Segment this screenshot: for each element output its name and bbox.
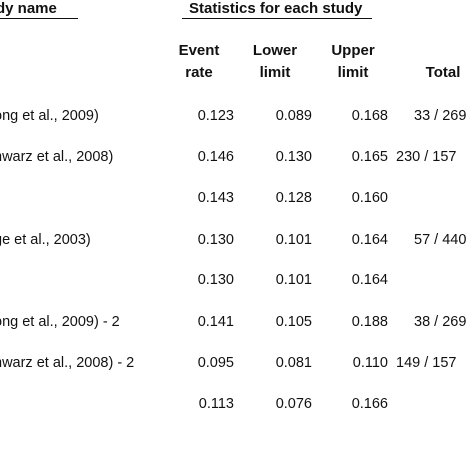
row-7-event-rate: 0.113 xyxy=(198,396,234,412)
row-6-event-rate: 0.095 xyxy=(197,355,234,371)
col-total: Total xyxy=(425,64,461,81)
row-3-event-rate: 0.130 xyxy=(197,232,234,248)
row-5-lower: 0.105 xyxy=(275,314,312,330)
row-2-upper: 0.160 xyxy=(351,190,388,206)
study-name-header: dy name xyxy=(0,0,57,17)
col-event-rate: Event rate xyxy=(159,40,239,84)
col-upper-limit-line2: limit xyxy=(337,64,369,81)
row-4-upper: 0.164 xyxy=(351,272,388,288)
row-2-event-rate: 0.143 xyxy=(197,190,234,206)
col-upper-limit-line1: Upper xyxy=(331,42,375,59)
row-4-lower: 0.101 xyxy=(275,272,312,288)
row-7-lower: 0.076 xyxy=(275,396,312,412)
row-6-name: hwarz et al., 2008) - 2 xyxy=(0,355,135,371)
row-5-upper: 0.188 xyxy=(351,314,388,330)
row-0-event-rate: 0.123 xyxy=(197,108,234,124)
row-3-upper: 0.164 xyxy=(351,232,388,248)
row-1-total: 230 / 157 xyxy=(396,149,457,165)
row-3-name: ge et al., 2003) xyxy=(0,232,91,248)
col-upper-limit: Upper limit xyxy=(313,40,393,84)
study-name-underline xyxy=(0,18,78,19)
col-lower-limit-line1: Lower xyxy=(252,42,298,59)
row-0-name: ong et al., 2009) xyxy=(0,108,99,124)
row-7-upper: 0.166 xyxy=(351,396,388,412)
row-3-lower: 0.101 xyxy=(275,232,312,248)
row-0-upper: 0.168 xyxy=(351,108,388,124)
row-1-event-rate: 0.146 xyxy=(197,149,234,165)
col-event-rate-line2: rate xyxy=(185,64,213,81)
row-1-name: hwarz et al., 2008) xyxy=(0,149,114,165)
row-0-total: 33 / 269 xyxy=(414,108,467,124)
row-1-lower: 0.130 xyxy=(275,149,312,165)
row-3-total: 57 / 440 xyxy=(414,232,467,248)
row-5-total: 38 / 269 xyxy=(414,314,467,330)
row-6-lower: 0.081 xyxy=(275,355,312,371)
row-5-event-rate: 0.141 xyxy=(197,314,234,330)
row-1-upper: 0.165 xyxy=(351,149,388,165)
row-0-lower: 0.089 xyxy=(275,108,312,124)
statistics-underline xyxy=(182,18,372,19)
col-lower-limit: Lower limit xyxy=(235,40,315,84)
row-2-lower: 0.128 xyxy=(275,190,312,206)
statistics-header: Statistics for each study xyxy=(189,0,363,17)
row-6-total: 149 / 157 xyxy=(396,355,457,371)
row-5-name: ong et al., 2009) - 2 xyxy=(0,314,120,330)
row-4-event-rate: 0.130 xyxy=(197,272,234,288)
col-event-rate-line1: Event xyxy=(178,42,220,59)
col-lower-limit-line2: limit xyxy=(259,64,291,81)
row-6-upper: 0.110 xyxy=(352,355,388,371)
